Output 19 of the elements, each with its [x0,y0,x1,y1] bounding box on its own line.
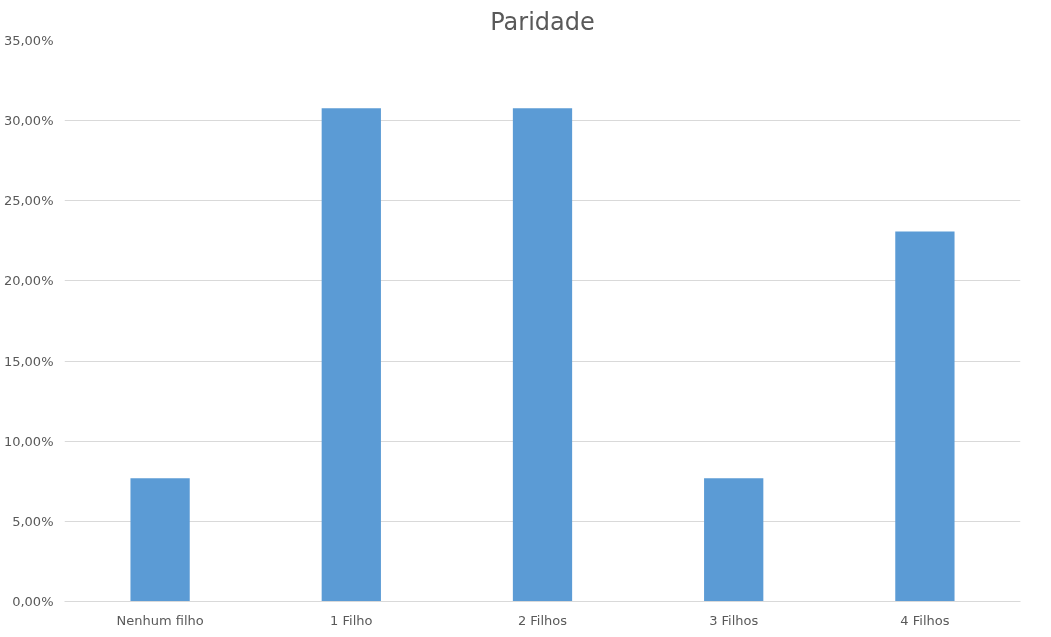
y-tick-label: 25,00% [3,193,54,209]
y-tick-label: 20,00% [3,273,54,289]
bar [512,108,573,602]
bar [895,231,955,602]
x-tick-label: 4 Filhos [900,612,950,628]
x-tick-label: Nenhum filho [116,612,204,628]
bar [321,108,381,602]
x-tick-label: 2 Filhos [517,612,568,628]
y-tick-label: 0,00% [12,594,54,609]
y-tick-label: 5,00% [12,513,54,529]
bar [704,478,764,602]
y-tick-label: 35,00% [3,33,54,48]
y-tick-label: 15,00% [3,353,54,369]
bar [130,478,190,602]
y-tick-label: 10,00% [3,433,54,449]
chart-title: Paridade [490,7,595,36]
x-tick-label: 1 Filho [330,612,373,628]
y-tick-label: 30,00% [3,113,54,129]
x-tick-label: 3 Filhos [709,612,759,628]
